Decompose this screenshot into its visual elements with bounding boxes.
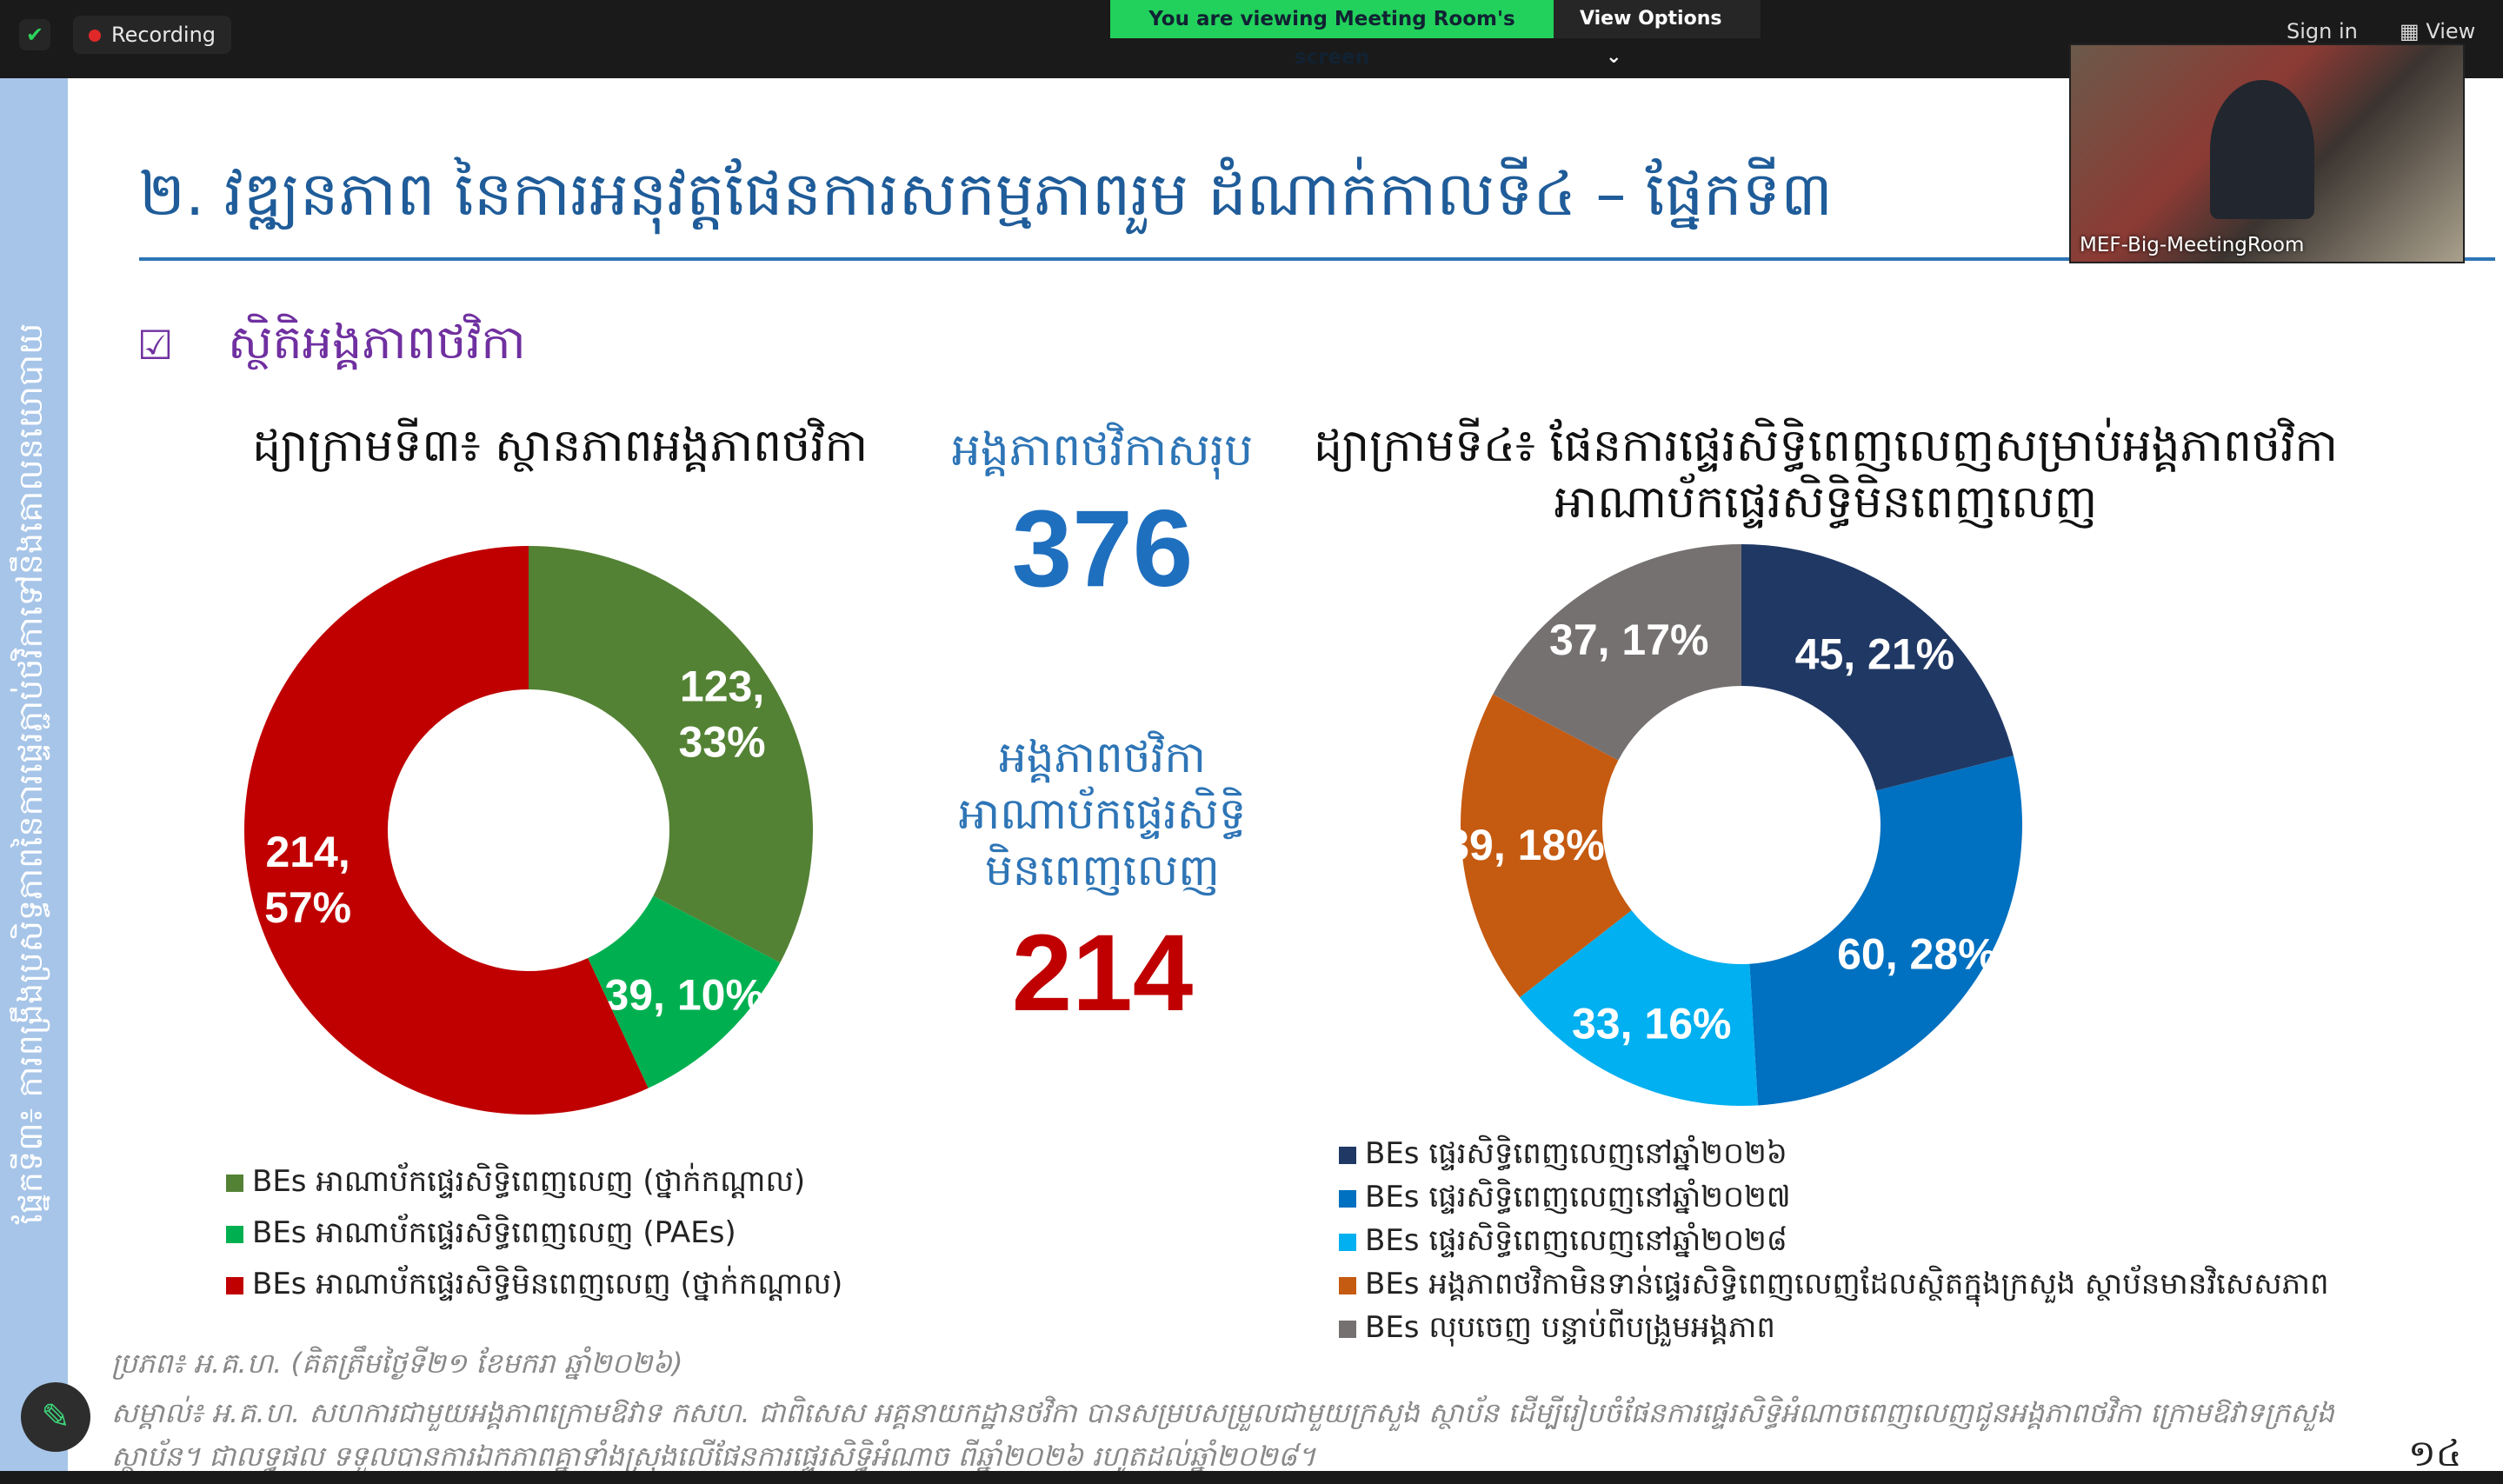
data-label: 37, 17% <box>1549 616 1708 664</box>
legend-item: BEs អាណាប័កផ្ទេរសិទ្ធិមិនពេញលេញ (ថ្នាក់ក… <box>226 1265 842 1308</box>
legend-swatch <box>226 1225 243 1243</box>
footnote-2: ស្ថាប័ន។ ជាលទ្ធផល ទទួលបានការឯកភាពគ្នាទាំ… <box>111 1440 1316 1473</box>
view-options-button[interactable]: View Options ⌄ <box>1554 0 1761 68</box>
bottom-bar <box>0 1471 2503 1480</box>
slide-sidebar: ផ្នែកទី៣៖ ការពង្រឹងប្រសិទ្ធភាពនៃការផ្ទេរ… <box>0 78 68 1471</box>
recording-indicator[interactable]: Recording <box>73 16 232 54</box>
security-shield-icon[interactable]: ✔ <box>19 19 50 50</box>
partial-label-1: អង្គភាពថវិកា <box>998 732 1207 782</box>
legend-item: BEs អាណាប័កផ្ទេរសិទ្ធិពេញលេញ (PAEs) <box>226 1214 736 1257</box>
partial-label-2: អាណាប័កផ្ទេរសិទ្ធិ <box>958 789 1247 839</box>
legend-label: BEs ផ្ទេរសិទ្ធិពេញលេញនៅឆ្នាំ២០២៦ <box>1365 1136 1787 1171</box>
data-label: 123, <box>680 662 764 711</box>
view-label: View <box>2426 19 2476 43</box>
donut-slice <box>588 895 781 1088</box>
total-label: អង្គភាពថវិកាសរុប <box>951 424 1254 476</box>
legend-label: BEs អាណាប័កផ្ទេរសិទ្ធិពេញលេញ (ថ្នាក់កណ្ដ… <box>252 1164 806 1199</box>
donut-slice <box>1519 910 1758 1106</box>
data-label: 33% <box>679 718 766 767</box>
legend-label: BEs លុបចេញ បន្ទាប់ពីបង្រួមអង្គភាព <box>1365 1310 1775 1345</box>
recording-label: Recording <box>111 23 216 47</box>
footnote-1: សម្គាល់៖ អ.គ.ហ. សហការជាមួយអង្គភាពក្រោមឱវ… <box>111 1396 2334 1429</box>
legend-label: BEs ផ្ទេរសិទ្ធិពេញលេញនៅឆ្នាំ២០២៨ <box>1365 1223 1787 1258</box>
legend-item: BEs ផ្ទេរសិទ្ធិពេញលេញនៅឆ្នាំ២០២៨ <box>1339 1221 1787 1265</box>
legend-item: BEs អង្គភាពថវិកាមិនទាន់ផ្ទេរសិទ្ធិពេញលេញ… <box>1339 1265 2329 1308</box>
annotate-pencil-button[interactable]: ✎ <box>21 1382 90 1452</box>
donut-slice <box>1493 544 1741 761</box>
chevron-down-icon: ⌄ <box>1606 46 1622 68</box>
legend-swatch <box>1339 1146 1356 1164</box>
video-thumbnail[interactable]: MEF-Big-MeetingRoom <box>2069 43 2465 263</box>
record-dot-icon <box>89 30 101 42</box>
source-note: ប្រភព៖ អ.គ.ហ. (គិតត្រឹមថ្ងៃទី២១ ខែមករា ឆ… <box>111 1347 683 1380</box>
donut-slice <box>244 546 649 1115</box>
slide-title: ២. វឌ្ឍនភាព នៃការអនុវត្តផែនការសកម្មភាពរួ… <box>139 158 1833 230</box>
sign-in-button[interactable]: Sign in <box>2287 19 2358 43</box>
donut-slice <box>529 546 813 963</box>
donut-slice <box>1460 694 1632 998</box>
legend-swatch <box>1339 1189 1356 1208</box>
view-options-label: View Options <box>1580 8 1722 30</box>
data-label: 39, 18% <box>1445 821 1604 869</box>
data-label: 33, 16% <box>1572 1000 1731 1048</box>
participant-video <box>2210 80 2314 219</box>
title-underline <box>139 257 2495 261</box>
legend-label: BEs អាណាប័កផ្ទេរសិទ្ធិមិនពេញលេញ (ថ្នាក់ក… <box>252 1267 843 1301</box>
legend-item: BEs ផ្ទេរសិទ្ធិពេញលេញនៅឆ្នាំ២០២៧ <box>1339 1178 1791 1221</box>
view-button[interactable]: ▦ View <box>2400 19 2475 43</box>
legend-item: BEs លុបចេញ បន្ទាប់ពីបង្រួមអង្គភាព <box>1339 1308 1775 1352</box>
checkbox-icon: ☑ <box>137 322 174 369</box>
data-label: 39, 10% <box>604 970 763 1019</box>
data-label: 60, 28% <box>1837 930 1996 979</box>
left-chart-title: ដ្យាក្រាមទី៣៖ ស្ថានភាពអង្គភាពថវិកា <box>252 420 869 472</box>
legend-swatch <box>1339 1233 1356 1251</box>
legend-swatch <box>1339 1320 1356 1338</box>
partial-label-3: មិនពេញលេញ <box>985 845 1220 895</box>
legend-swatch <box>1339 1276 1356 1294</box>
legend-label: BEs អង្គភាពថវិកាមិនទាន់ផ្ទេរសិទ្ធិពេញលេញ… <box>1365 1267 2329 1301</box>
legend-label: BEs អាណាប័កផ្ទេរសិទ្ធិពេញលេញ (PAEs) <box>252 1215 736 1250</box>
slide <box>68 78 2503 1471</box>
right-chart-title-2: អាណាប័កផ្ទេរសិទ្ធិមិនពេញលេញ <box>1554 476 2098 529</box>
legend-swatch <box>226 1276 243 1294</box>
right-chart-title-1: ដ្យាក្រាមទី៤៖ ផែនការផ្ទេរសិទ្ធិពេញលេញសម្… <box>1313 420 2339 472</box>
donut-slice <box>1749 755 2022 1106</box>
legend-item: BEs ផ្ទេរសិទ្ធិពេញលេញនៅឆ្នាំ២០២៦ <box>1339 1135 1787 1178</box>
data-label: 57% <box>264 883 351 932</box>
viewing-banner: You are viewing Meeting Room's screen <box>1110 0 1554 69</box>
page-number: ១៤ <box>2408 1432 2462 1474</box>
participant-name: MEF-Big-MeetingRoom <box>2080 234 2305 256</box>
data-label: 45, 21% <box>1795 630 1954 679</box>
legend-swatch <box>226 1174 243 1192</box>
meeting-toolbar: ✔ Recording You are viewing Meeting Room… <box>0 0 2503 78</box>
legend-item: BEs អាណាប័កផ្ទេរសិទ្ធិពេញលេញ (ថ្នាក់កណ្ដ… <box>226 1162 805 1206</box>
grid-icon: ▦ <box>2400 19 2426 43</box>
legend-label: BEs ផ្ទេរសិទ្ធិពេញលេញនៅឆ្នាំ២០២៧ <box>1365 1180 1791 1214</box>
data-label: 214, <box>265 828 349 876</box>
total-value: 376 <box>1011 489 1194 609</box>
partial-value: 214 <box>1011 913 1194 1034</box>
donut-slice <box>1741 544 2014 791</box>
section-subtitle: ស្ថិតិអង្គភាពថវិកា <box>228 315 526 369</box>
